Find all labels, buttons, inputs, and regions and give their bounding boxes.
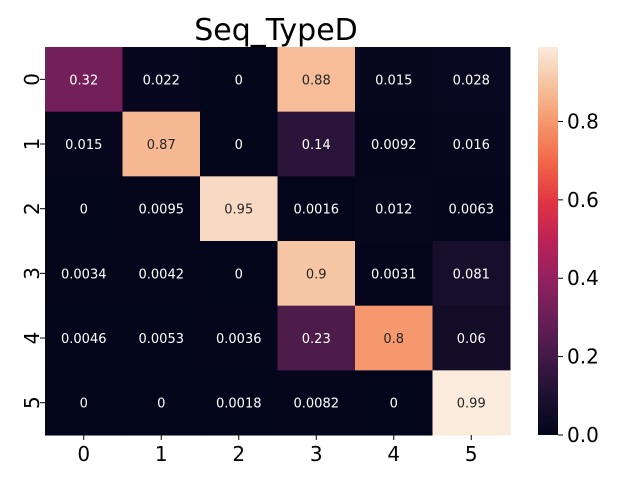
x-tick-label: 1	[155, 442, 168, 466]
cell-value-label: 0.88	[302, 73, 331, 88]
heatmap-cell	[200, 176, 278, 242]
heatmap-cell	[200, 47, 278, 113]
cell-value-label: 0.9	[306, 267, 327, 282]
heatmap-cell	[122, 241, 201, 307]
colorbar-tick-label: 0.0	[567, 423, 599, 447]
cell-value-label: 0.081	[453, 267, 490, 282]
cell-value-label: 0	[157, 397, 165, 412]
heatmap-cell	[355, 176, 433, 242]
colorbar-tick-label: 0.8	[567, 109, 599, 133]
y-tick-label: 1	[20, 138, 44, 151]
cell-value-label: 0	[235, 73, 243, 88]
heatmap-cell	[200, 305, 278, 371]
cell-value-label: 0.0018	[216, 397, 262, 412]
heatmap-cell	[355, 241, 433, 307]
heatmap-cell	[45, 241, 123, 307]
cell-value-label: 0.028	[453, 73, 490, 88]
cell-value-label: 0.012	[375, 203, 412, 218]
cell-value-label: 0.0034	[61, 267, 107, 282]
cell-value-label: 0.95	[224, 203, 253, 218]
heatmap-cell	[277, 305, 356, 371]
heatmap-cell	[45, 370, 123, 436]
heatmap-cell	[277, 176, 356, 242]
heatmap-cell	[432, 241, 511, 307]
x-tick-label: 3	[310, 442, 323, 466]
cell-value-label: 0.015	[375, 73, 412, 88]
cell-value-label: 0.87	[147, 138, 176, 153]
heatmap-cell	[45, 305, 123, 371]
heatmap-cell	[277, 241, 356, 307]
cell-value-label: 0.0082	[294, 397, 340, 412]
heatmap-cell	[277, 370, 356, 436]
heatmap-cell	[45, 111, 123, 177]
heatmap-cell	[122, 47, 201, 113]
heatmap-cell	[45, 47, 123, 113]
colorbar	[538, 47, 558, 435]
heatmap-cell	[432, 176, 511, 242]
cell-value-label: 0.0036	[216, 332, 262, 347]
heatmap-cell	[355, 370, 433, 436]
cell-value-label: 0.14	[302, 138, 331, 153]
heatmap-cell	[200, 370, 278, 436]
cell-value-label: 0.32	[69, 73, 98, 88]
cell-value-label: 0	[235, 267, 243, 282]
cell-value-label: 0.0053	[139, 332, 185, 347]
colorbar-tick-label: 0.4	[567, 266, 599, 290]
cell-value-label: 0.0031	[371, 267, 417, 282]
cell-value-label: 0.0046	[61, 332, 107, 347]
cell-value-label: 0.0063	[449, 203, 495, 218]
cell-value-label: 0.8	[383, 332, 404, 347]
cell-value-label: 0.23	[302, 332, 331, 347]
cell-value-label: 0.0042	[139, 267, 185, 282]
cell-value-label: 0.022	[143, 73, 180, 88]
cell-value-label: 0.015	[65, 138, 102, 153]
chart-title: Seq_TypeD	[194, 13, 358, 48]
cell-value-label: 0	[80, 397, 88, 412]
y-axis-ticks: 0 1 2 3 4 5	[20, 73, 45, 409]
colorbar-tick-label: 0.6	[567, 188, 599, 212]
y-tick-label: 2	[20, 202, 44, 215]
heatmap-cell	[122, 370, 201, 436]
y-tick-label: 4	[20, 332, 44, 345]
cell-value-label: 0.99	[457, 397, 486, 412]
heatmap-cell	[355, 305, 433, 371]
heatmap-cell	[277, 47, 356, 113]
cell-value-label: 0.0092	[371, 138, 417, 153]
heatmap-cell	[122, 176, 201, 242]
heatmap-cell	[122, 305, 201, 371]
x-tick-label: 4	[387, 442, 400, 466]
cell-value-label: 0	[80, 203, 88, 218]
heatmap-cell	[200, 241, 278, 307]
heatmap-cell	[355, 47, 433, 113]
heatmap-cells: 0.32 0.022 0 0.88 0.015 0.028 0.015 0.87 0 0.14 0.…	[45, 47, 511, 436]
colorbar-ticks: 0.0 0.2 0.4 0.6 0.8	[558, 109, 599, 447]
cell-value-label: 0.0016	[294, 203, 340, 218]
y-tick-label: 0	[20, 73, 44, 86]
heatmap-cell	[432, 47, 511, 113]
cell-value-label: 0.016	[453, 138, 490, 153]
x-tick-label: 2	[232, 442, 245, 466]
x-tick-label: 0	[77, 442, 90, 466]
y-tick-label: 3	[20, 267, 44, 280]
cell-value-label: 0	[235, 138, 243, 153]
heatmap-cell	[122, 111, 201, 177]
heatmap-cell	[200, 111, 278, 177]
x-tick-label: 5	[465, 442, 478, 466]
heatmap-cell	[432, 305, 511, 371]
x-axis-ticks: 0 1 2 3 4 5	[77, 435, 478, 466]
heatmap-cell	[277, 111, 356, 177]
cell-value-label: 0.0095	[139, 203, 185, 218]
cell-value-label: 0.06	[457, 332, 486, 347]
heatmap-cell	[45, 176, 123, 242]
cell-value-label: 0	[390, 397, 398, 412]
heatmap-cell	[432, 370, 511, 436]
heatmap-cell	[355, 111, 433, 177]
y-tick-label: 5	[20, 396, 44, 409]
heatmap-cell	[432, 111, 511, 177]
colorbar-tick-label: 0.2	[567, 345, 599, 369]
